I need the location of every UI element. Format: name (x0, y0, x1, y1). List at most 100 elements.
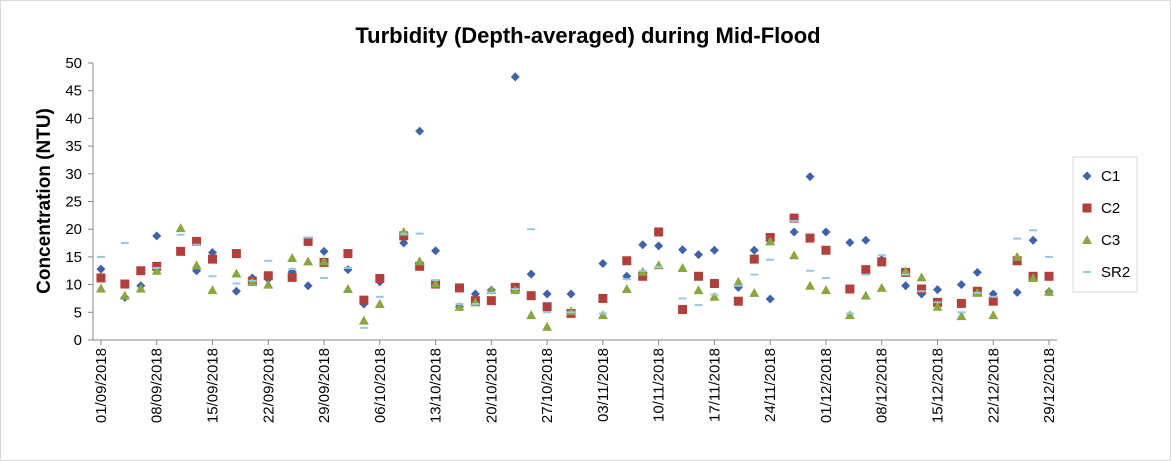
y-tick-label: 25 (65, 194, 82, 211)
data-point (654, 241, 664, 251)
data-point (972, 267, 982, 277)
data-point (598, 259, 608, 269)
data-point (805, 280, 816, 290)
data-point (231, 249, 241, 259)
data-point (486, 285, 497, 295)
data-point (805, 233, 815, 243)
data-point (900, 266, 911, 276)
data-point (1012, 251, 1023, 261)
data-point (789, 250, 800, 260)
x-tick-label: 06/10/2018 (372, 348, 389, 423)
data-point (263, 279, 274, 289)
data-point (486, 296, 496, 306)
x-tick-label: 10/11/2018 (651, 348, 668, 422)
data-point (678, 245, 688, 255)
x-tick-label: 01/09/2018 (93, 348, 110, 423)
data-point (454, 283, 464, 293)
legend-label: SR2 (1101, 264, 1130, 281)
data-point (207, 285, 218, 295)
data-point (303, 256, 314, 266)
data-point (430, 278, 441, 288)
data-point (1044, 271, 1054, 281)
x-tick-label: 17/11/2018 (706, 348, 723, 422)
legend-marker (1082, 203, 1092, 213)
data-point (375, 274, 385, 284)
data-point (916, 272, 927, 282)
y-tick-label: 50 (65, 55, 82, 72)
data-point (96, 273, 106, 283)
data-point (932, 301, 943, 311)
x-tick-label: 15/09/2018 (205, 348, 222, 423)
data-point (208, 254, 218, 264)
data-point (956, 311, 967, 321)
data-point (820, 285, 831, 295)
data-point (749, 287, 760, 297)
data-point (566, 289, 576, 299)
data-point (693, 285, 704, 295)
y-tick-label: 5 (74, 304, 82, 321)
data-point (876, 282, 887, 292)
data-point (638, 271, 648, 281)
x-tick-label: 08/12/2018 (874, 348, 891, 423)
data-point (821, 245, 831, 255)
data-point (860, 290, 871, 300)
y-tick-label: 30 (65, 166, 82, 183)
data-point (917, 284, 927, 294)
legend-label: C1 (1101, 168, 1120, 185)
y-tick-label: 35 (65, 138, 82, 155)
data-point (677, 262, 688, 272)
data-point (96, 264, 106, 274)
data-point (749, 254, 759, 264)
x-tick-label: 22/09/2018 (260, 348, 277, 423)
data-point (597, 310, 608, 320)
data-point (303, 281, 313, 291)
y-tick-label: 10 (65, 277, 82, 294)
data-point (956, 298, 966, 308)
data-point (845, 237, 855, 247)
y-tick-label: 40 (65, 110, 82, 127)
legend-box (1072, 156, 1138, 293)
y-tick-label: 45 (65, 83, 82, 100)
data-point (151, 265, 162, 275)
data-point (342, 284, 353, 294)
data-point (319, 246, 329, 256)
data-point (956, 280, 966, 290)
data-point (415, 126, 425, 136)
data-point (431, 246, 441, 256)
data-point (542, 321, 553, 331)
data-point (526, 269, 536, 279)
data-point (135, 283, 146, 293)
data-point (749, 245, 759, 255)
data-point (805, 172, 815, 182)
data-point (152, 231, 162, 241)
data-point (526, 291, 536, 301)
y-axis-label: Concentration (NTU) (34, 108, 55, 294)
legend-marker (1082, 171, 1092, 181)
data-point (95, 283, 106, 293)
data-point (821, 227, 831, 237)
data-point (414, 256, 425, 266)
data-point (932, 285, 942, 295)
x-tick-label: 20/10/2018 (483, 348, 500, 423)
data-point (638, 240, 648, 250)
data-point (733, 296, 743, 306)
y-tick-label: 20 (65, 221, 82, 238)
chart-title: Turbidity (Depth-averaged) during Mid-Fl… (355, 23, 820, 48)
data-point (877, 257, 887, 267)
data-point (709, 245, 719, 255)
data-point (1028, 272, 1039, 282)
data-point (176, 246, 186, 256)
data-point (526, 310, 537, 320)
data-point (374, 298, 385, 308)
legend-marker (1082, 235, 1092, 244)
x-tick-label: 22/12/2018 (985, 348, 1002, 423)
data-point (709, 278, 719, 288)
data-point (789, 227, 799, 237)
data-point (789, 213, 799, 223)
legend-label: C3 (1101, 232, 1120, 249)
x-tick-label: 01/12/2018 (818, 348, 835, 423)
data-point (120, 279, 130, 289)
data-point (119, 290, 130, 300)
data-point (622, 256, 632, 266)
data-point (861, 265, 871, 275)
